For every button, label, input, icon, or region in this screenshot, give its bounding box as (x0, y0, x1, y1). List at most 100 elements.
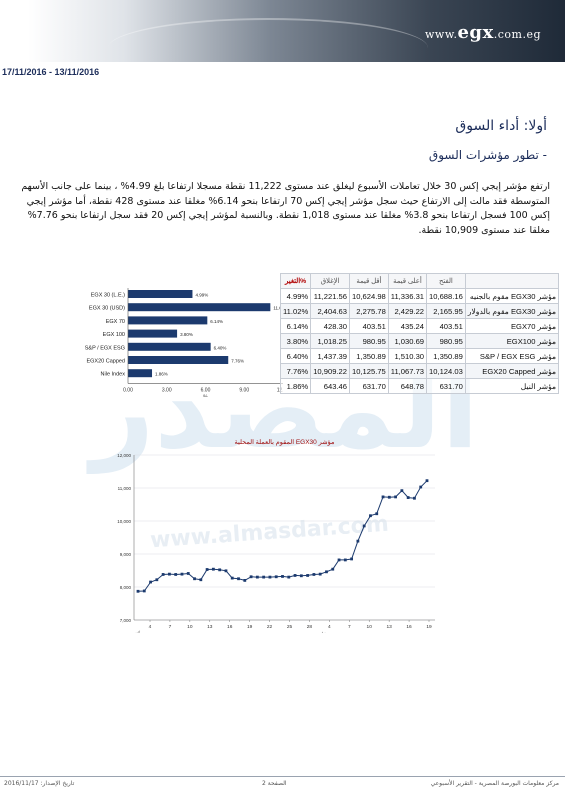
line-chart-title: مؤشر EGX30 المقوم بالعملة المحلية (235, 438, 335, 446)
cell-high: 11,067.73 (387, 363, 428, 379)
egx30-data-point (375, 512, 379, 516)
egx30-data-point (394, 495, 397, 499)
bar-category-label: Nile Index (101, 372, 126, 378)
bar (128, 369, 153, 378)
cell-low: 2,275.78 (349, 303, 389, 319)
egx30-data-point (369, 514, 372, 518)
cell-high: 648.78 (387, 378, 428, 394)
line-x-month-label: أكتوبر (131, 629, 141, 633)
egx30-data-point (400, 489, 404, 493)
cell-close: 10,909.22 (310, 363, 350, 379)
egx30-data-point (205, 568, 209, 571)
cell-close: 1,018.25 (310, 333, 350, 349)
egx30-data-point (406, 496, 410, 499)
table-row: 1.86% 643.46 631.70 648.78 631.70 مؤشر النيل (279, 378, 560, 394)
egx30-data-point (237, 577, 240, 581)
index-change-bar-chart: EGX 30 (L.E.) 4.99% EGX 30 (USD) 11.02% EGX … (85, 288, 283, 397)
banner-swoosh (108, 18, 428, 62)
col-header-low: أقل قيمة (349, 273, 389, 289)
cell-low: 1,350.89 (349, 348, 389, 364)
table-row: 7.76% 10,909.22 10,125.75 11,067.73 10,124.0… (279, 363, 560, 379)
footer-issue-date: تاريخ الإصدار: 2016/11/17 (4, 780, 75, 787)
col-header-name (464, 273, 560, 289)
bar (128, 329, 178, 338)
table-row: 4.99% 11,221.56 10,624.98 11,336.31 10,688.1… (279, 288, 560, 304)
egx30-data-point (186, 572, 190, 575)
col-header-open: الفتح (426, 273, 466, 289)
egx30-data-point (193, 577, 196, 581)
egx30-data-point (387, 495, 391, 499)
line-x-month-label: نوفمبر (316, 631, 327, 633)
bar-data-label: 3.80% (180, 332, 193, 337)
cell-close: 11,221.56 (310, 288, 350, 304)
table-header-row: التغير% الإغلاق أقل قيمة أعلى قيمة الفتح (279, 273, 560, 289)
egx30-data-point (199, 578, 203, 582)
egx30-data-point (337, 558, 341, 562)
bar-data-label: 7.76% (231, 359, 244, 364)
bar-data-label: 4.99% (195, 293, 208, 298)
cell-change: 11.02% (279, 303, 312, 319)
bar-data-label: 6.14% (210, 319, 223, 324)
line-x-tick-label: 19 (426, 624, 432, 630)
bar-x-axis-label: % (203, 394, 208, 397)
egx30-data-point (318, 572, 322, 576)
line-x-tick-label: 4 (328, 624, 331, 630)
egx30-data-point (155, 578, 159, 582)
egx30-data-point (413, 496, 416, 500)
cell-index-name: مؤشر S&P / EGX ESG (464, 348, 560, 364)
egx30-data-point (425, 479, 429, 483)
egx30-data-point (268, 575, 272, 579)
cell-low: 403.51 (349, 318, 389, 334)
cell-change: 1.86% (279, 378, 312, 394)
bar-x-tick-label: 0.00 (123, 387, 133, 393)
cell-open: 10,124.03 (426, 363, 466, 379)
egx30-data-point (287, 575, 291, 579)
line-y-tick-label: 8,000 (120, 585, 132, 590)
line-x-tick-label: 10 (367, 624, 373, 630)
bar-x-tick-label: 12.00 (277, 387, 283, 393)
cell-open: 1,350.89 (426, 348, 466, 364)
cell-open: 631.70 (426, 378, 466, 394)
header-banner: www.egx.com.eg (28, 0, 565, 62)
cell-high: 1,030.69 (387, 333, 428, 349)
line-y-tick-label: 7,000 (120, 618, 132, 623)
line-x-tick-label: 28 (307, 624, 313, 630)
col-header-change: التغير% (279, 273, 312, 289)
bar-category-label: EGX20 Capped (86, 359, 125, 365)
bar (128, 290, 193, 298)
bar-category-label: EGX 70 (106, 319, 125, 325)
egx30-data-point (230, 576, 234, 580)
egx30-data-point (356, 539, 360, 543)
line-x-tick-label: 13 (207, 624, 213, 630)
egx30-data-point (262, 575, 266, 579)
egx30-data-point (419, 485, 423, 489)
cell-low: 10,125.75 (349, 363, 389, 379)
table-row: 6.40% 1,437.39 1,350.89 1,510.30 1,350.89 مؤش… (279, 348, 560, 364)
bar-x-tick-label: 9.00 (239, 387, 249, 393)
cell-change: 4.99% (279, 288, 312, 304)
table-row: 6.14% 428.30 403.51 435.24 403.51 مؤشر EGX70 (279, 318, 560, 334)
cell-change: 3.80% (279, 333, 312, 349)
egx30-data-point (274, 575, 278, 579)
cell-high: 2,429.22 (387, 303, 428, 319)
egx30-data-point (299, 574, 303, 578)
cell-low: 980.95 (349, 333, 389, 349)
line-x-tick-label: 16 (406, 624, 412, 630)
bar-x-tick-label: 6.00 (201, 387, 211, 393)
table-row: 11.02% 2,404.63 2,275.78 2,429.22 2,165.95 مؤ… (279, 303, 560, 319)
egx30-data-point (136, 589, 140, 593)
cell-close: 643.46 (310, 378, 350, 394)
cell-close: 428.30 (310, 318, 350, 334)
bar-category-label: EGX 100 (103, 332, 125, 338)
cell-open: 10,688.16 (426, 288, 466, 304)
market-summary-paragraph: ارتفع مؤشر إيجي إكس 30 خلال تعاملات الأس… (21, 181, 550, 236)
cell-change: 6.14% (279, 318, 312, 334)
cell-low: 631.70 (349, 378, 389, 394)
cell-high: 1,510.30 (387, 348, 428, 364)
col-header-high: أعلى قيمة (387, 273, 428, 289)
cell-open: 403.51 (426, 318, 466, 334)
logo-prefix: www. (425, 28, 458, 41)
col-header-close: الإغلاق (310, 273, 350, 289)
section-subtitle: - تطور مؤشرات السوق (428, 148, 547, 162)
report-date-range: 17/11/2016 - 13/11/2016 (2, 67, 100, 77)
